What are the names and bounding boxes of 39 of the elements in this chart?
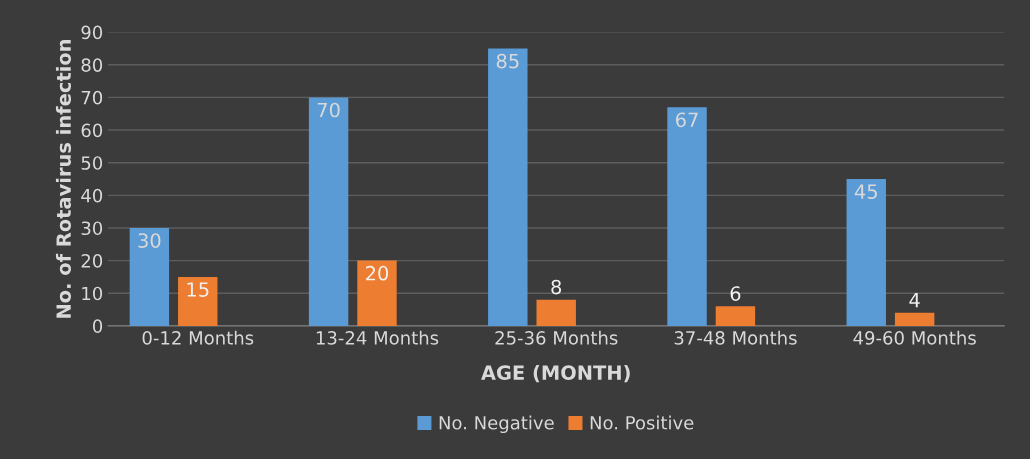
- bar: [357, 260, 397, 326]
- y-tick-label: 80: [81, 58, 103, 72]
- y-tick-label: 50: [81, 156, 103, 170]
- y-tick-label: 10: [82, 286, 103, 301]
- x-tick-label: 49-60 Months: [853, 330, 976, 345]
- legend-label: No. Negative: [439, 415, 554, 434]
- y-tick-label: 90: [81, 25, 103, 40]
- bar: [846, 179, 886, 326]
- y-tick-label: 40: [81, 188, 103, 203]
- data-label: 15: [187, 282, 209, 297]
- x-axis-title: AGE (MONTH): [481, 364, 630, 383]
- data-label: 6: [730, 286, 741, 301]
- bar: [715, 306, 756, 326]
- data-label: 20: [366, 265, 389, 281]
- y-tick-label: 30: [81, 221, 103, 236]
- y-axis-title: No. of Rotavirus infection: [55, 39, 71, 318]
- data-label: 45: [854, 184, 877, 199]
- legend-label: No. Positive: [590, 415, 694, 430]
- bar: [667, 107, 707, 326]
- data-label: 70: [317, 102, 340, 118]
- y-tick-label: 70: [81, 90, 103, 105]
- x-tick-label: 13-24 Months: [316, 330, 439, 345]
- bar: [488, 48, 528, 326]
- data-label: 30: [138, 233, 161, 248]
- bar: [894, 312, 935, 326]
- x-tick-label: 0-12 Months: [142, 330, 254, 345]
- x-tick-label: 25-36 Months: [495, 330, 618, 345]
- bar: [308, 97, 349, 326]
- data-label: 4: [909, 292, 920, 308]
- bar: [536, 299, 576, 326]
- y-tick-label: 0: [92, 319, 103, 334]
- bar: [129, 227, 170, 326]
- y-tick-label: 20: [81, 254, 103, 268]
- y-tick-label: 60: [81, 123, 103, 138]
- bar: [178, 276, 218, 326]
- data-label: 67: [676, 112, 698, 128]
- data-label: 8: [551, 279, 562, 295]
- x-tick-label: 37-48 Months: [674, 330, 797, 345]
- data-label: 85: [496, 53, 519, 69]
